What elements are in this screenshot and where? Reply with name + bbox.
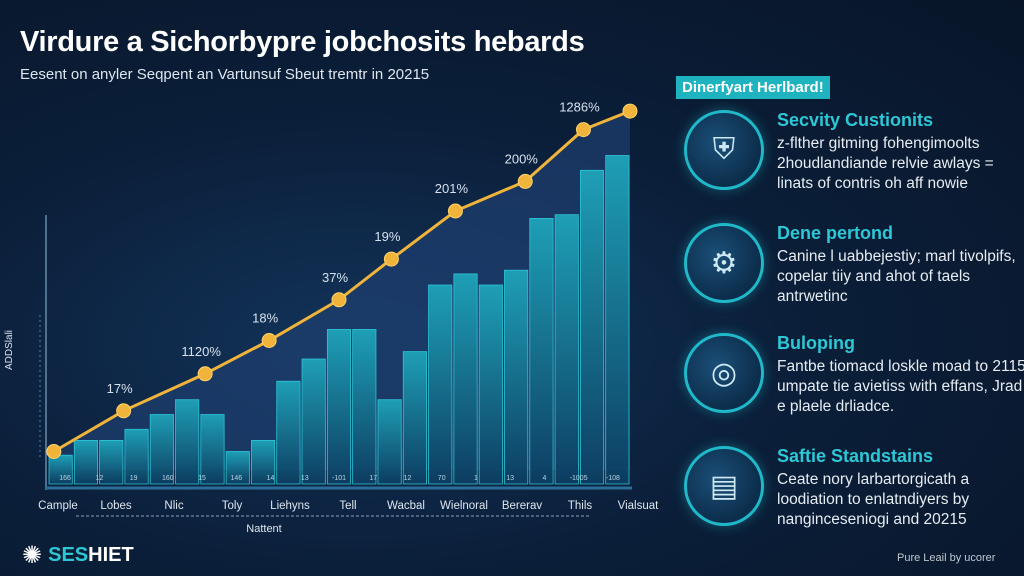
bar	[251, 439, 276, 485]
bar-value-label: 12	[95, 475, 103, 482]
bar	[554, 214, 579, 485]
bar	[276, 380, 301, 485]
line-data-label: 1286%	[559, 100, 600, 115]
bar	[428, 284, 453, 485]
line-point	[517, 173, 533, 189]
bar	[453, 273, 478, 485]
feature-title: Saftie Standstains	[777, 446, 934, 466]
bar-value-label: 160	[162, 475, 174, 482]
feature-item: ⚙ Dene pertond Canine l uabbejestiy; mar…	[684, 223, 1024, 323]
shield-map-icon: ⛨	[684, 110, 764, 190]
x-tick-label: Vialsuat	[618, 500, 660, 512]
feature-text: Ceate nory larbartorgicath a loodiation …	[777, 471, 970, 528]
feature-text: Canine l uabbejestiy; marl tivolpifs, co…	[777, 248, 1016, 305]
page-title: Virdure a Sichorbypre jobchosits hebards	[20, 26, 585, 58]
feature-text: z-flther gitming fohengimoolts 2houdland…	[777, 135, 994, 192]
bar-value-label: 13	[301, 475, 309, 482]
line-data-label: 200%	[505, 151, 539, 166]
feature-text: Fantbe tiomacd loskle moad to 2115 umpat…	[777, 358, 1024, 415]
bar	[402, 351, 427, 485]
feature-item: ◎ Buloping Fantbe tiomacd loskle moad to…	[684, 333, 1024, 433]
credit-text: Pure Leail by ucorer	[897, 552, 996, 564]
gear-eye-icon: ✺	[22, 542, 43, 569]
bar	[200, 414, 225, 485]
bar	[124, 428, 149, 485]
x-tick-label: Toly	[222, 500, 243, 512]
bar	[149, 414, 174, 485]
line-point	[383, 251, 399, 267]
line-point	[46, 444, 62, 459]
bar-value-label: 1	[474, 475, 478, 482]
bar-value-label: 14	[267, 475, 275, 482]
x-tick-label: Cample	[38, 500, 78, 512]
feature-title: Dene pertond	[777, 223, 894, 243]
brain-circuit-icon: ⚙	[684, 223, 764, 303]
line-data-label: 17%	[107, 381, 133, 396]
line-data-label: 1120%	[181, 344, 221, 359]
bar-value-label: 17	[369, 475, 377, 482]
bar	[301, 358, 326, 485]
bar	[579, 169, 605, 485]
x-tick-label: Bererav	[502, 500, 543, 512]
line-data-label: 201%	[435, 181, 469, 196]
bar	[175, 399, 200, 485]
x-tick-label: Liehyns	[270, 500, 310, 512]
bar	[529, 217, 554, 485]
document-device-icon: ▤	[684, 446, 764, 526]
feature-title: Secvity Custionits	[777, 110, 934, 130]
x-tick-label: Lobes	[100, 500, 132, 512]
line-point	[575, 122, 591, 138]
bar	[605, 155, 630, 485]
line-data-label: 19%	[374, 229, 400, 244]
line-point	[116, 403, 132, 419]
x-tick-label: Wielnoral	[440, 500, 488, 512]
globe-network-icon: ◎	[684, 333, 764, 413]
feature-title: Buloping	[777, 333, 855, 353]
page-subtitle: Eesent on anyler Seqpent an Vartunsuf Sb…	[20, 66, 430, 83]
x-axis-title: Nattent	[246, 523, 281, 535]
bar	[225, 451, 250, 485]
line-point	[261, 333, 277, 348]
bar-value-label: 70	[438, 475, 446, 482]
x-tick-label: Nlic	[164, 500, 183, 512]
bar-value-label: 13	[506, 475, 514, 482]
bar	[504, 269, 529, 485]
bar-value-label: 166	[59, 475, 71, 482]
x-tick-label: Wacbal	[387, 500, 425, 512]
bar-value-label: -108	[606, 475, 620, 482]
bar-value-label: 12	[404, 475, 412, 482]
line-data-label: 18%	[252, 311, 278, 326]
bar-value-label: 19	[130, 475, 138, 482]
line-point	[197, 366, 213, 382]
x-tick-label: Tell	[339, 500, 356, 512]
brand-logo: ✺ SESHIET	[22, 542, 134, 569]
line-point	[331, 292, 347, 308]
bar	[352, 328, 377, 485]
bar-value-label: 146	[230, 475, 242, 482]
bar	[99, 439, 124, 485]
bar	[478, 284, 503, 485]
bar	[48, 454, 73, 485]
bar-value-label: 15	[198, 475, 206, 482]
bar-value-label: -101	[332, 475, 346, 482]
line-data-label: 37%	[322, 270, 348, 285]
bar-value-label: 4	[542, 475, 546, 482]
bar	[73, 439, 99, 485]
feature-item: ⛨ Secvity Custionits z-flther gitming fo…	[684, 110, 1024, 210]
line-point	[622, 103, 638, 119]
bar-value-label: -1005	[570, 475, 588, 482]
sidebar-badge: Dinerfyart Herlbard!	[676, 76, 830, 99]
line-point	[447, 203, 463, 219]
bar	[377, 399, 402, 485]
series-line	[53, 109, 631, 453]
feature-item: ▤ Saftie Standstains Ceate nory larbarto…	[684, 446, 1024, 546]
x-tick-label: Thils	[568, 500, 593, 512]
bar	[326, 328, 352, 485]
